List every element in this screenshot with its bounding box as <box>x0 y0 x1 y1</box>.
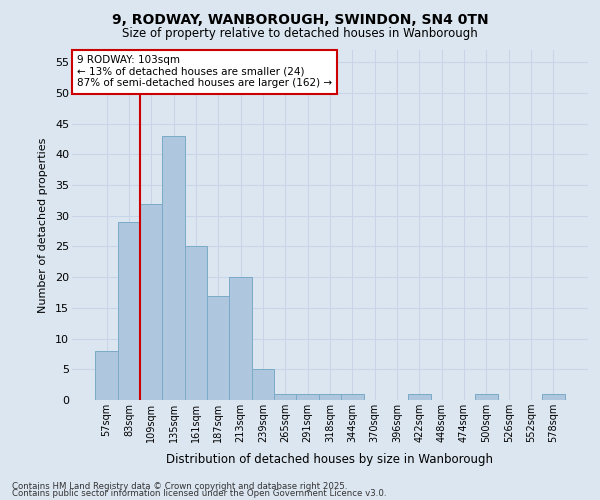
Bar <box>207 296 229 400</box>
Bar <box>252 370 274 400</box>
Text: Contains public sector information licensed under the Open Government Licence v3: Contains public sector information licen… <box>12 490 386 498</box>
Bar <box>542 394 565 400</box>
Text: Contains HM Land Registry data © Crown copyright and database right 2025.: Contains HM Land Registry data © Crown c… <box>12 482 347 491</box>
Bar <box>163 136 185 400</box>
Bar <box>296 394 319 400</box>
Text: Size of property relative to detached houses in Wanborough: Size of property relative to detached ho… <box>122 28 478 40</box>
Bar <box>319 394 341 400</box>
X-axis label: Distribution of detached houses by size in Wanborough: Distribution of detached houses by size … <box>167 454 493 466</box>
Bar <box>185 246 207 400</box>
Bar <box>475 394 497 400</box>
Bar <box>274 394 296 400</box>
Bar <box>408 394 431 400</box>
Bar <box>118 222 140 400</box>
Text: 9 RODWAY: 103sqm
← 13% of detached houses are smaller (24)
87% of semi-detached : 9 RODWAY: 103sqm ← 13% of detached house… <box>77 56 332 88</box>
Bar <box>229 277 252 400</box>
Bar <box>95 351 118 400</box>
Y-axis label: Number of detached properties: Number of detached properties <box>38 138 48 312</box>
Bar <box>341 394 364 400</box>
Text: 9, RODWAY, WANBOROUGH, SWINDON, SN4 0TN: 9, RODWAY, WANBOROUGH, SWINDON, SN4 0TN <box>112 12 488 26</box>
Bar <box>140 204 163 400</box>
